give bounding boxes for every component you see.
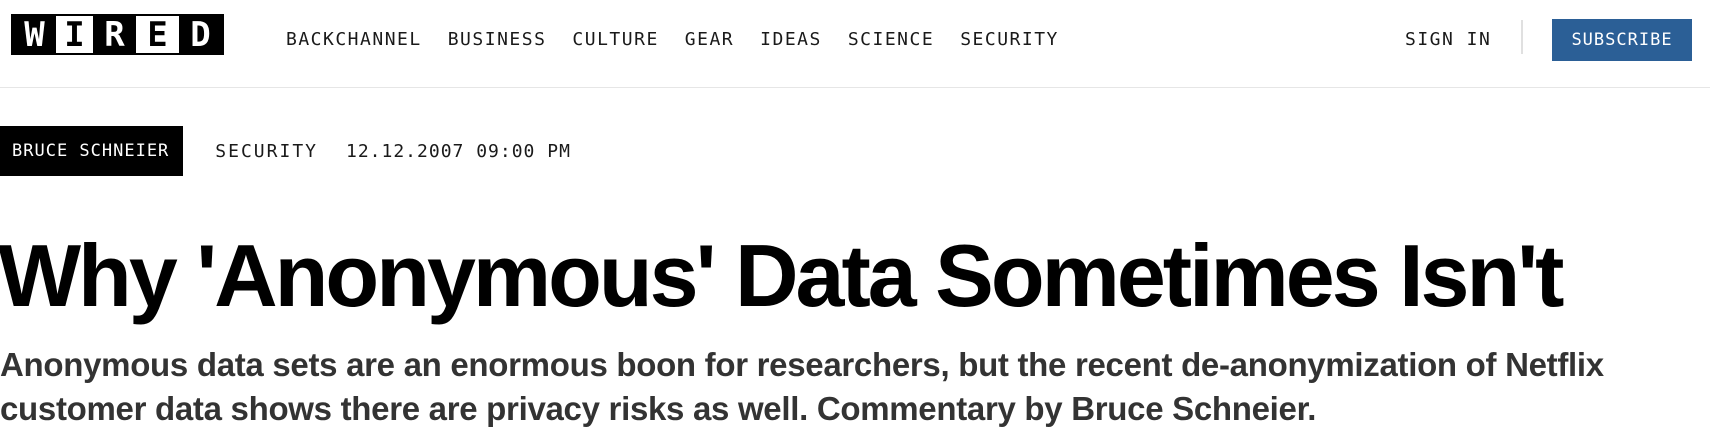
category-link[interactable]: SECURITY <box>215 140 318 162</box>
logo-letter-r: R <box>93 16 136 53</box>
nav-item-business[interactable]: BUSINESS <box>447 29 547 50</box>
logo-letter-e: E <box>136 16 179 53</box>
header-divider <box>1521 20 1523 54</box>
logo-letter-i: I <box>56 16 93 53</box>
nav-item-ideas[interactable]: IDEAS <box>760 29 822 50</box>
subscribe-button[interactable]: SUBSCRIBE <box>1552 19 1692 61</box>
logo-letter-d: D <box>179 16 222 53</box>
logo-letter-w: W <box>13 16 56 53</box>
publish-date: 12.12.2007 09:00 PM <box>346 140 571 162</box>
nav-item-gear[interactable]: GEAR <box>684 29 735 50</box>
section-nav: BACKCHANNEL BUSINESS CULTURE GEAR IDEAS … <box>286 29 1085 50</box>
nav-item-security[interactable]: SECURITY <box>960 29 1059 50</box>
author-tag[interactable]: BRUCE SCHNEIER <box>0 126 184 176</box>
nav-item-backchannel[interactable]: BACKCHANNEL <box>286 29 422 50</box>
article-meta: BRUCE SCHNEIER SECURITY 12.12.2007 09:00… <box>0 126 571 176</box>
sign-in-link[interactable]: SIGN IN <box>1405 29 1492 50</box>
top-navigation-bar: W I R E D BACKCHANNEL BUSINESS CULTURE G… <box>0 0 1710 88</box>
nav-item-science[interactable]: SCIENCE <box>847 29 935 50</box>
article-headline: Why 'Anonymous' Data Sometimes Isn't <box>0 226 1564 325</box>
article-dek: Anonymous data sets are an enormous boon… <box>0 346 1604 427</box>
wired-logo[interactable]: W I R E D <box>11 14 224 55</box>
nav-item-culture[interactable]: CULTURE <box>572 29 659 50</box>
